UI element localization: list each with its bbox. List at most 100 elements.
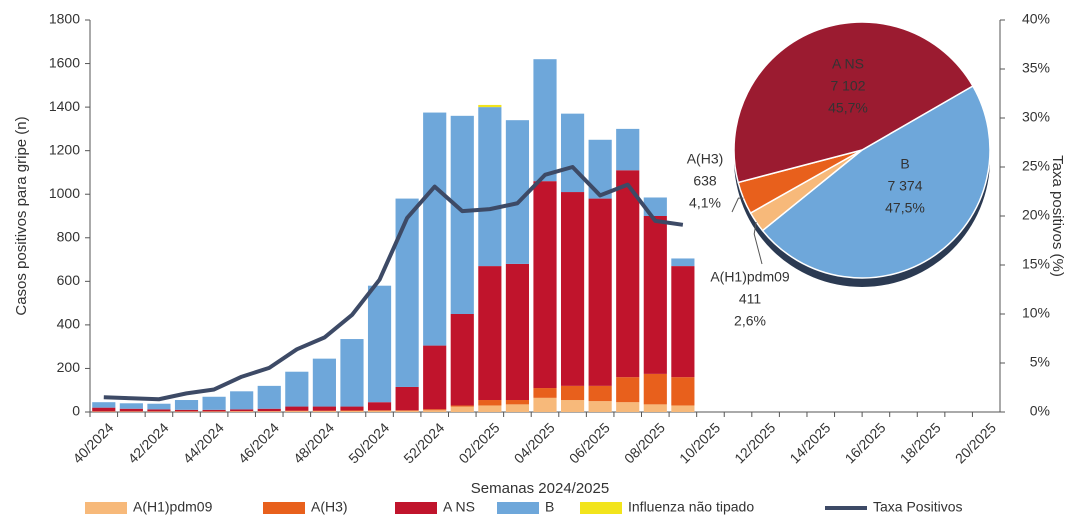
bar-segment bbox=[533, 388, 557, 398]
bar-segment bbox=[257, 385, 281, 409]
bar-segment bbox=[340, 410, 364, 412]
x-tick-label: 52/2024 bbox=[400, 419, 447, 466]
bar-segment bbox=[450, 405, 474, 407]
bar-segment bbox=[450, 406, 474, 412]
bar-segment bbox=[671, 258, 695, 267]
bar-segment bbox=[174, 409, 199, 412]
bar-segment bbox=[340, 339, 364, 407]
y-tick-label: 1800 bbox=[49, 11, 80, 27]
legend-swatch bbox=[85, 502, 127, 514]
y2-axis-title: Taxa positivos (%) bbox=[1049, 155, 1066, 277]
bar-segment bbox=[312, 358, 336, 407]
bar-segment bbox=[423, 112, 447, 346]
pie-value-label: 638 bbox=[693, 173, 717, 189]
bar-segment bbox=[505, 263, 530, 401]
legend-label: B bbox=[545, 499, 554, 515]
bar-segment bbox=[588, 385, 612, 402]
bar-segment bbox=[230, 409, 254, 412]
bar-segment bbox=[533, 59, 557, 182]
bar-segment bbox=[533, 181, 557, 389]
bar-segment bbox=[202, 409, 226, 412]
pie-value-label: 411 bbox=[739, 291, 762, 307]
pie-percent-label: 2,6% bbox=[734, 313, 766, 329]
x-tick-label: 20/2025 bbox=[952, 419, 999, 466]
pie-value-label: 7 374 bbox=[887, 178, 922, 194]
y-tick-label: 1400 bbox=[49, 98, 80, 114]
bar-segment bbox=[340, 406, 364, 411]
bar-segment bbox=[560, 400, 585, 412]
y2-tick-label: 0% bbox=[1030, 403, 1050, 419]
bar-segment bbox=[92, 402, 116, 408]
legend-swatch bbox=[497, 502, 539, 514]
x-tick-label: 50/2024 bbox=[345, 419, 392, 466]
bar-segment bbox=[395, 386, 419, 411]
bar-segment bbox=[616, 377, 640, 403]
y2-tick-label: 20% bbox=[1022, 207, 1050, 223]
bar-segment bbox=[395, 410, 419, 411]
bar-segment bbox=[505, 120, 530, 264]
y-axis-title: Casos positivos para gripe (n) bbox=[13, 116, 30, 315]
y-tick-label: 200 bbox=[57, 359, 81, 375]
bar-segment bbox=[92, 407, 116, 412]
bar-segment bbox=[230, 391, 254, 410]
bar-segment bbox=[478, 107, 502, 267]
pie-label: A(H1)pdm09 bbox=[710, 269, 790, 285]
y-tick-label: 1000 bbox=[49, 185, 80, 201]
pie-label: A NS bbox=[832, 56, 864, 72]
x-tick-label: 46/2024 bbox=[235, 419, 282, 466]
x-tick-label: 06/2025 bbox=[566, 419, 613, 466]
bar-segment bbox=[147, 403, 171, 410]
pie-slice bbox=[733, 21, 974, 184]
y-tick-label: 600 bbox=[57, 272, 81, 288]
pie-value-label: 7 102 bbox=[830, 78, 865, 94]
legend-label: A(H3) bbox=[311, 499, 348, 515]
bar-segment bbox=[616, 170, 640, 378]
y-tick-label: 800 bbox=[57, 228, 81, 244]
bar-segment bbox=[450, 115, 474, 314]
x-tick-label: 16/2025 bbox=[842, 419, 889, 466]
bar-segment bbox=[588, 139, 612, 199]
bar-segment bbox=[174, 400, 199, 410]
pie-label: A(H3) bbox=[687, 151, 724, 167]
y-tick-label: 1600 bbox=[49, 54, 80, 70]
y2-tick-label: 15% bbox=[1022, 256, 1050, 272]
bar-segment bbox=[643, 373, 667, 405]
y2-tick-label: 25% bbox=[1022, 158, 1050, 174]
x-axis-title: Semanas 2024/2025 bbox=[471, 480, 609, 497]
y2-tick-label: 10% bbox=[1022, 305, 1050, 321]
bar-segment bbox=[285, 371, 309, 407]
bar-segment bbox=[367, 402, 392, 411]
x-tick-label: 12/2025 bbox=[731, 419, 778, 466]
y2-tick-label: 5% bbox=[1030, 354, 1050, 370]
y2-tick-label: 35% bbox=[1022, 60, 1050, 76]
bar-segment bbox=[230, 411, 254, 412]
bar-segment bbox=[560, 192, 585, 386]
bar-segment bbox=[367, 410, 392, 411]
bar-segment bbox=[285, 406, 309, 411]
bar-segment bbox=[588, 198, 612, 386]
y2-tick-label: 30% bbox=[1022, 109, 1050, 125]
bar-segment bbox=[312, 406, 336, 411]
bar-segment bbox=[285, 411, 309, 412]
bar-segment bbox=[505, 400, 530, 405]
y-tick-label: 1200 bbox=[49, 141, 80, 157]
legend-swatch bbox=[395, 502, 437, 514]
line-series bbox=[103, 165, 684, 402]
bar-segment bbox=[643, 404, 667, 412]
pie-percent-label: 47,5% bbox=[885, 200, 925, 216]
bar-segment bbox=[202, 396, 226, 410]
x-tick-label: 10/2025 bbox=[676, 419, 723, 466]
bar-segment bbox=[395, 410, 419, 412]
bar-segment bbox=[671, 377, 695, 406]
bar-segment bbox=[423, 345, 447, 410]
bar-segment bbox=[478, 266, 502, 401]
pie-percent-label: 4,1% bbox=[689, 195, 721, 211]
bar-segment bbox=[257, 408, 281, 412]
bar-segment bbox=[643, 216, 667, 374]
bar-segment bbox=[423, 409, 447, 411]
bar-segment bbox=[395, 198, 419, 387]
legend-swatch bbox=[580, 502, 622, 514]
x-tick-label: 14/2025 bbox=[786, 419, 833, 466]
